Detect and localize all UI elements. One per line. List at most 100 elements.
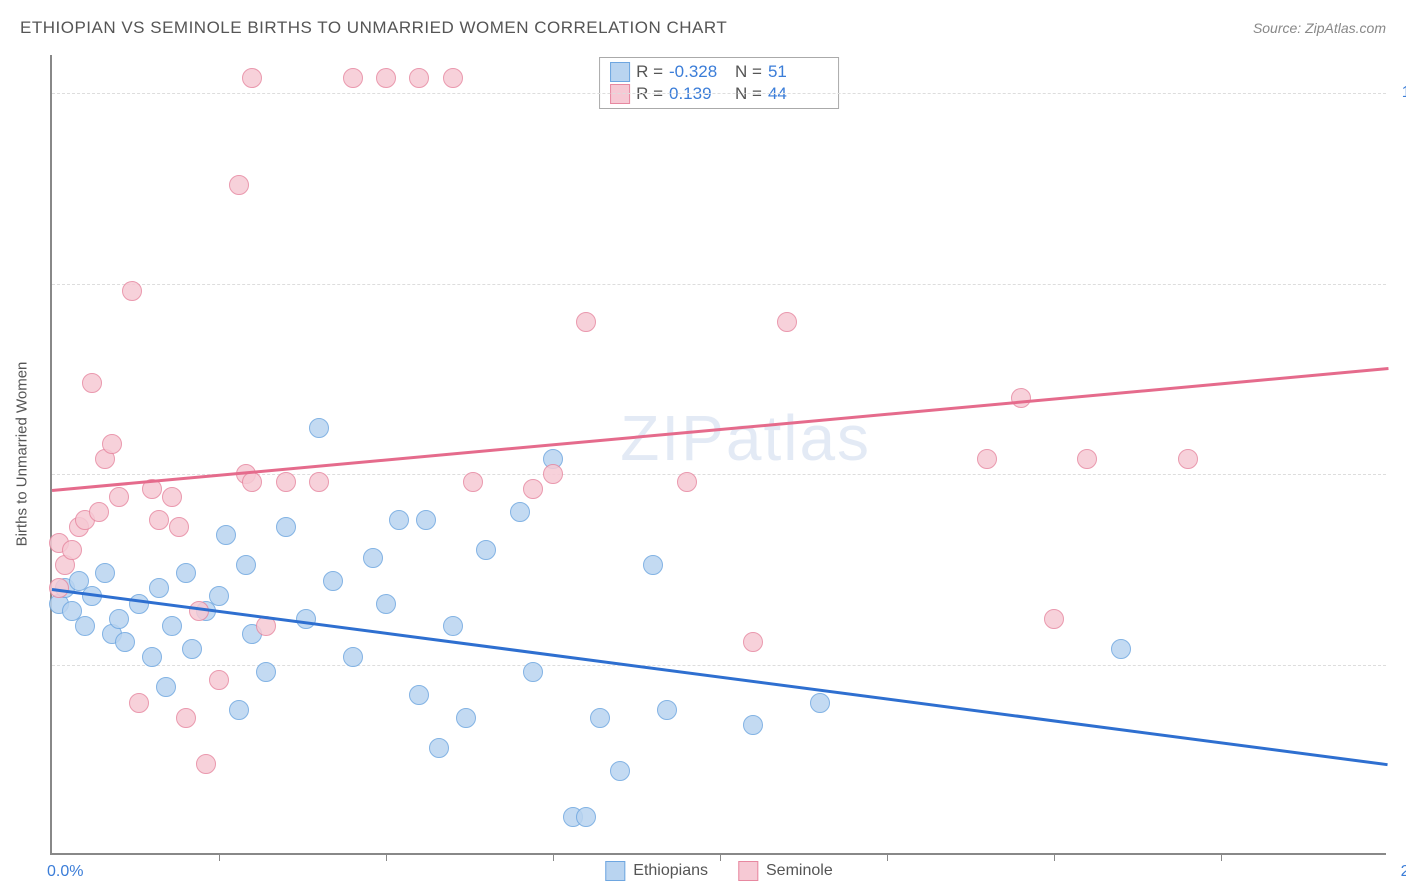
data-point (236, 555, 256, 575)
x-tick (1221, 853, 1222, 861)
data-point (149, 578, 169, 598)
data-point (216, 525, 236, 545)
data-point (1077, 449, 1097, 469)
data-point (323, 571, 343, 591)
plot-area: Births to Unmarried Women ZIPatlas 0.0% … (50, 55, 1386, 855)
data-point (443, 68, 463, 88)
data-point (510, 502, 530, 522)
data-point (576, 312, 596, 332)
data-point (543, 464, 563, 484)
data-point (229, 175, 249, 195)
data-point (1178, 449, 1198, 469)
data-point (456, 708, 476, 728)
chart-container: ETHIOPIAN VS SEMINOLE BIRTHS TO UNMARRIE… (0, 0, 1406, 892)
data-point (75, 616, 95, 636)
gridline (52, 284, 1386, 285)
x-axis-max-label: 20.0% (1401, 863, 1406, 881)
x-tick (553, 853, 554, 861)
legend-item-seminole: Seminole (738, 861, 833, 881)
x-tick (887, 853, 888, 861)
data-point (276, 517, 296, 537)
legend-item-ethiopians: Ethiopians (605, 861, 708, 881)
data-point (309, 418, 329, 438)
legend-label-seminole: Seminole (766, 862, 833, 880)
x-tick (1054, 853, 1055, 861)
data-point (743, 715, 763, 735)
data-point (429, 738, 449, 758)
data-point (343, 68, 363, 88)
data-point (122, 281, 142, 301)
swatch-ethiopians (610, 62, 630, 82)
y-axis-title: Births to Unmarried Women (14, 362, 31, 547)
data-point (95, 563, 115, 583)
data-point (1111, 639, 1131, 659)
x-tick (386, 853, 387, 861)
data-point (156, 677, 176, 697)
data-point (109, 609, 129, 629)
data-point (196, 754, 216, 774)
data-point (409, 685, 429, 705)
data-point (242, 472, 262, 492)
data-point (169, 517, 189, 537)
stats-legend-box: R = -0.328 N = 51 R = 0.139 N = 44 (599, 57, 839, 109)
data-point (129, 693, 149, 713)
gridline (52, 665, 1386, 666)
data-point (810, 693, 830, 713)
data-point (256, 662, 276, 682)
data-point (523, 662, 543, 682)
data-point (576, 807, 596, 827)
data-point (189, 601, 209, 621)
gridline (52, 93, 1386, 94)
data-point (610, 761, 630, 781)
data-point (82, 373, 102, 393)
r-value-ethiopians: -0.328 (669, 62, 729, 82)
data-point (229, 700, 249, 720)
data-point (416, 510, 436, 530)
data-point (149, 510, 169, 530)
data-point (1044, 609, 1064, 629)
n-value-ethiopians: 51 (768, 62, 828, 82)
data-point (162, 487, 182, 507)
watermark: ZIPatlas (620, 401, 871, 475)
swatch-seminole-legend (738, 861, 758, 881)
data-point (643, 555, 663, 575)
data-point (977, 449, 997, 469)
data-point (242, 68, 262, 88)
data-point (209, 670, 229, 690)
stats-row-ethiopians: R = -0.328 N = 51 (610, 62, 828, 82)
data-point (309, 472, 329, 492)
data-point (443, 616, 463, 636)
x-tick (720, 853, 721, 861)
data-point (102, 434, 122, 454)
y-tick-label: 100.0% (1402, 84, 1406, 102)
data-point (409, 68, 429, 88)
data-point (389, 510, 409, 530)
data-point (343, 647, 363, 667)
data-point (523, 479, 543, 499)
data-point (363, 548, 383, 568)
data-point (376, 594, 396, 614)
data-point (109, 487, 129, 507)
data-point (115, 632, 135, 652)
data-point (142, 647, 162, 667)
data-point (176, 708, 196, 728)
data-point (129, 594, 149, 614)
data-point (590, 708, 610, 728)
data-point (777, 312, 797, 332)
data-point (677, 472, 697, 492)
data-point (376, 68, 396, 88)
data-point (182, 639, 202, 659)
data-point (276, 472, 296, 492)
data-point (89, 502, 109, 522)
swatch-ethiopians-legend (605, 861, 625, 881)
data-point (296, 609, 316, 629)
bottom-legend: Ethiopians Seminole (605, 861, 832, 881)
legend-label-ethiopians: Ethiopians (633, 862, 708, 880)
x-tick (219, 853, 220, 861)
chart-title: ETHIOPIAN VS SEMINOLE BIRTHS TO UNMARRIE… (20, 18, 727, 38)
data-point (62, 540, 82, 560)
data-point (209, 586, 229, 606)
data-point (657, 700, 677, 720)
data-point (1011, 388, 1031, 408)
data-point (162, 616, 182, 636)
